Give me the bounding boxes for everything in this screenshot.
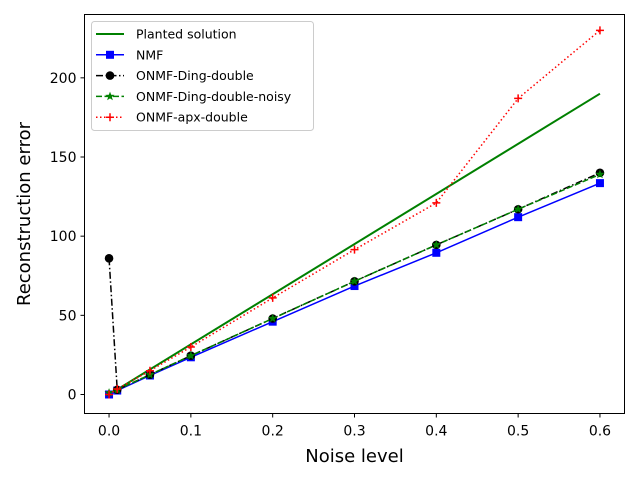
data-point-onmf-apx-double [186,343,195,351]
y-tick-label: 150 [50,150,77,166]
data-point-onmf-apx-double [350,245,359,254]
series-onmf-apx-double [105,26,604,399]
x-tick-label: 0.6 [589,424,611,440]
data-point-onmf-apx-double [595,26,604,35]
x-tick-label: 0.1 [180,424,202,440]
data-point-onmf-apx-double [432,198,441,207]
x-tick-label: 0.3 [343,424,365,440]
series-layer [104,26,605,399]
x-axis-label: Noise level [305,446,403,467]
y-tick-label: 200 [50,71,77,87]
legend-marker-onmf-ding-double-noisy [105,91,115,101]
data-point-onmf-ding-double-noisy [595,169,605,179]
legend-label-onmf-ding-double-noisy: ONMF-Ding-double-noisy [136,89,292,104]
y-axis: 0 50 100 150 200 [50,71,85,404]
data-point-onmf-ding-double-noisy [268,313,278,323]
series-planted-solution [108,92,601,396]
legend-marker-nmf [106,50,114,59]
data-point-onmf-ding-double-noisy [431,240,441,249]
data-point-onmf-ding-double-noisy [186,350,196,360]
data-point-onmf-ding-double-noisy [513,204,523,214]
series-nmf [105,179,604,399]
data-point-onmf-ding-double [104,254,114,263]
data-point-nmf [595,179,604,188]
legend-entry-planted-solution: Planted solution [96,27,237,42]
legend-label-onmf-ding-double: ONMF-Ding-double [136,68,254,83]
y-tick-label: 50 [59,308,77,324]
x-tick-label: 0.0 [98,424,120,440]
legend-box [91,21,314,131]
data-point-nmf [350,282,359,291]
x-axis: 0.0 0.1 0.2 0.3 0.4 0.5 0.6 [98,413,611,440]
y-tick-label: 0 [68,388,77,404]
data-point-onmf-apx-double [105,390,114,399]
data-point-nmf [514,213,523,222]
legend-entry-nmf: NMF [96,47,163,62]
series-line-planted-solution [108,92,601,396]
legend-label-planted-solution: Planted solution [136,27,237,42]
data-point-onmf-apx-double [514,94,523,103]
legend: Planted solution NMF ONMF-Ding-double ONMF-… [91,21,314,131]
y-tick-label: 100 [50,229,77,245]
data-point-onmf-apx-double [268,293,277,302]
legend-entry-onmf-apx-double: ONMF-apx-double [96,110,248,125]
data-point-onmf-apx-double [113,384,122,393]
legend-entry-onmf-ding-double: ONMF-Ding-double [96,68,254,83]
x-tick-label: 0.2 [262,424,284,440]
data-point-onmf-apx-double [145,366,154,375]
legend-label-onmf-apx-double: ONMF-apx-double [136,110,248,125]
x-tick-label: 0.4 [425,424,447,440]
data-point-nmf [432,248,441,257]
data-point-onmf-ding-double-noisy [349,276,360,286]
legend-entry-onmf-ding-double-noisy: ONMF-Ding-double-noisy [96,89,292,104]
legend-marker-onmf-ding-double [105,71,115,80]
x-tick-label: 0.5 [507,424,529,440]
legend-label-nmf: NMF [136,47,163,62]
y-axis-label: Reconstruction error [14,121,35,306]
legend-marker-onmf-apx-double [106,113,114,122]
